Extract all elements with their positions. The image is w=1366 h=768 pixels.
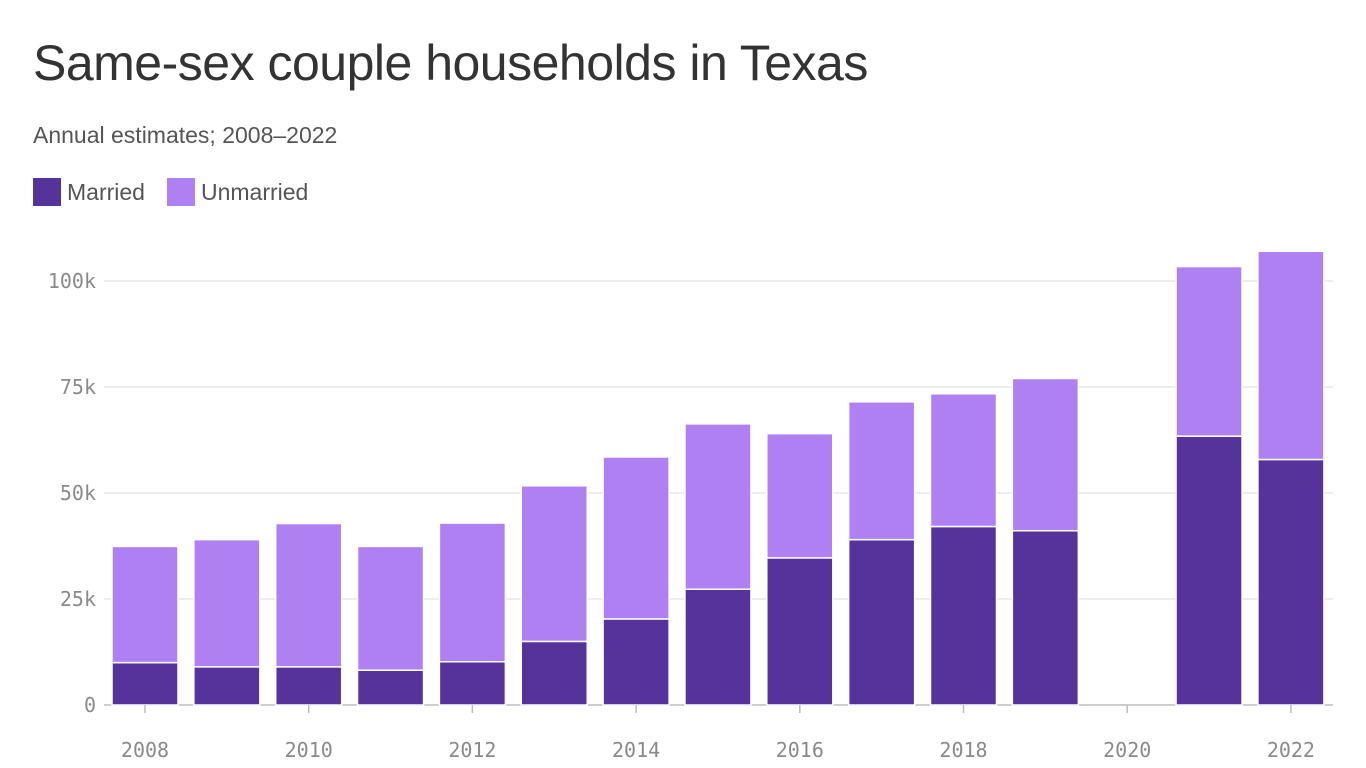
bar-unmarried-2012 — [438, 522, 507, 663]
bar-unmarried-2019 — [1011, 377, 1080, 532]
bar-unmarried-2011 — [356, 545, 425, 671]
legend: Married Unmarried — [33, 178, 330, 206]
x-tick-label: 2010 — [285, 738, 333, 762]
bar-married-2019 — [1011, 529, 1080, 706]
y-tick-label: 100k — [48, 269, 96, 293]
x-tick-label: 2008 — [121, 738, 169, 762]
legend-item-married: Married — [33, 178, 145, 206]
x-tick-label: 2020 — [1103, 738, 1151, 762]
bar-unmarried-2022 — [1257, 250, 1325, 461]
legend-swatch-unmarried — [166, 178, 195, 206]
bar-married-2016 — [766, 557, 834, 706]
bar-married-2013 — [520, 640, 588, 706]
y-axis-ticks: 0 25k 50k 75k 100k — [48, 269, 96, 717]
legend-label-unmarried: Unmarried — [200, 178, 309, 205]
bar-unmarried-2013 — [520, 485, 588, 643]
legend-item-unmarried: Unmarried — [166, 178, 309, 206]
bar-married-2010 — [274, 666, 343, 706]
bar-married-2009 — [193, 666, 261, 706]
x-tick-label: 2022 — [1267, 738, 1315, 762]
y-tick-label: 50k — [60, 481, 96, 505]
chart-subtitle: Annual estimates; 2008–2022 — [33, 122, 338, 148]
x-tick-label: 2016 — [776, 738, 824, 762]
bar-married-2017 — [847, 538, 916, 706]
bar-unmarried-2008 — [111, 545, 179, 664]
bar-married-2015 — [684, 588, 752, 706]
bar-married-2022 — [1257, 458, 1325, 706]
bars — [111, 250, 1325, 706]
bar-unmarried-2009 — [193, 538, 261, 668]
x-tick-label: 2012 — [448, 738, 496, 762]
y-tick-label: 75k — [60, 375, 96, 399]
legend-swatch-married — [33, 178, 61, 206]
chart-title: Same-sex couple households in Texas — [33, 35, 868, 91]
bar-unmarried-2017 — [847, 401, 916, 541]
x-axis: 2008 2010 2012 2014 2016 2018 2020 2022 — [121, 705, 1315, 762]
x-tick-label: 2014 — [612, 738, 660, 762]
bar-married-2021 — [1175, 435, 1243, 706]
bar-married-2018 — [929, 525, 998, 706]
bar-married-2011 — [356, 669, 425, 706]
bar-married-2008 — [111, 661, 179, 706]
bar-unmarried-2015 — [684, 423, 752, 590]
bar-unmarried-2018 — [929, 393, 998, 528]
bar-unmarried-2021 — [1175, 265, 1243, 437]
y-tick-label: 25k — [60, 587, 96, 611]
bar-unmarried-2010 — [274, 522, 343, 668]
x-tick-label: 2018 — [939, 738, 987, 762]
bar-married-2012 — [438, 661, 507, 706]
y-tick-label: 0 — [84, 693, 96, 717]
bar-unmarried-2016 — [766, 432, 834, 559]
bar-married-2014 — [602, 618, 670, 706]
legend-label-married: Married — [67, 178, 145, 205]
bar-unmarried-2014 — [602, 456, 670, 620]
